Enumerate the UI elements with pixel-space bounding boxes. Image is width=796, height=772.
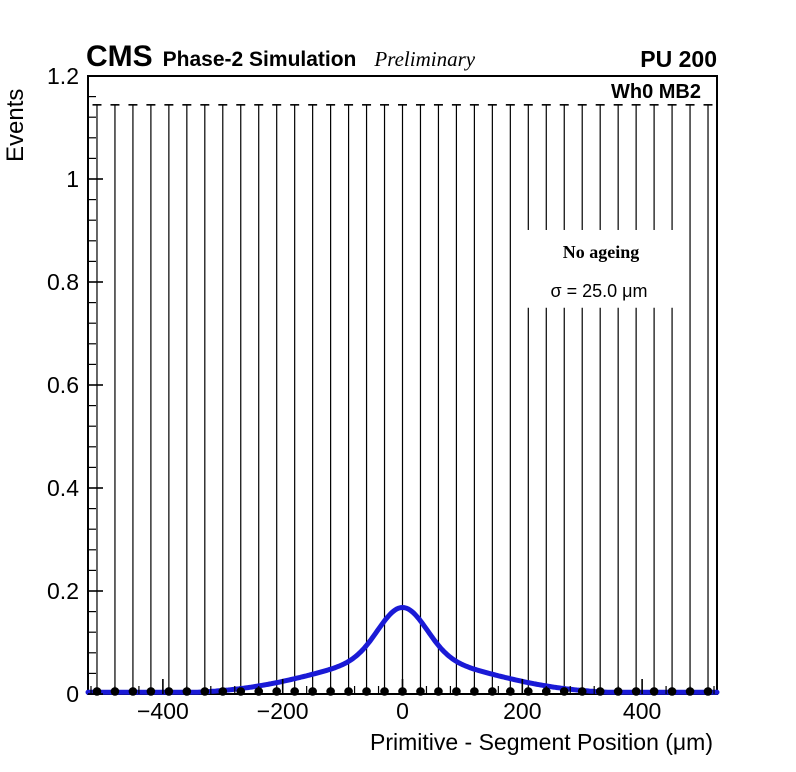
fit-curve: [85, 605, 720, 695]
x-tick-label: 400: [623, 698, 661, 724]
x-tick-label: −200: [257, 698, 309, 724]
chamber-region-label: Wh0 MB2: [611, 81, 701, 103]
data-point-marker: [524, 687, 533, 696]
x-tick-label: 200: [503, 698, 541, 724]
legend-box: [519, 229, 682, 308]
header-row: CMS Phase-2 Simulation Preliminary: [86, 40, 475, 74]
y-tick-label: 0: [66, 681, 79, 707]
data-point-marker: [452, 687, 461, 696]
data-point-marker: [236, 687, 246, 696]
preliminary-label: Preliminary: [374, 47, 476, 71]
data-point-marker: [631, 687, 641, 696]
pileup-label: PU 200: [640, 46, 717, 72]
data-point-marker: [649, 687, 659, 696]
legend-title: No ageing: [562, 242, 640, 262]
y-tick-label: 0.6: [47, 372, 79, 398]
data-point-marker: [308, 687, 317, 696]
y-tick-label: 1.2: [47, 63, 79, 89]
y-tick-label: 0.8: [47, 269, 79, 295]
data-point-marker: [200, 687, 210, 696]
data-point-marker: [667, 687, 677, 696]
data-point-marker: [164, 687, 174, 696]
x-tick-label: 0: [396, 698, 409, 724]
data-point-marker: [559, 687, 569, 696]
x-axis-title: Primitive - Segment Position (μm): [369, 729, 713, 755]
y-tick-label: 0.4: [47, 475, 79, 501]
data-point-marker: [595, 687, 605, 696]
data-point-marker: [488, 687, 497, 696]
x-tick-label: −400: [137, 698, 189, 724]
cms-logo-text: CMS: [86, 40, 153, 73]
data-point-marker: [380, 687, 389, 696]
data-point-marker: [344, 687, 353, 696]
data-point-marker: [506, 687, 515, 696]
data-point-marker: [577, 687, 587, 696]
data-point-marker: [218, 687, 228, 696]
data-point-marker: [416, 687, 425, 696]
data-point-marker: [362, 687, 371, 696]
data-point-marker: [703, 687, 713, 696]
data-point-marker: [128, 687, 138, 696]
data-point-marker: [434, 687, 443, 696]
data-point-marker: [272, 687, 282, 696]
y-tick-label: 1: [66, 166, 79, 192]
data-point-marker: [146, 687, 156, 696]
y-axis-title: Events: [2, 88, 29, 162]
data-point-marker: [290, 687, 299, 696]
legend-resolution-value: σ = 25.0 μm: [550, 281, 648, 301]
y-tick-label: 0.2: [47, 578, 79, 604]
simulation-subtitle: Phase-2 Simulation: [162, 48, 357, 71]
